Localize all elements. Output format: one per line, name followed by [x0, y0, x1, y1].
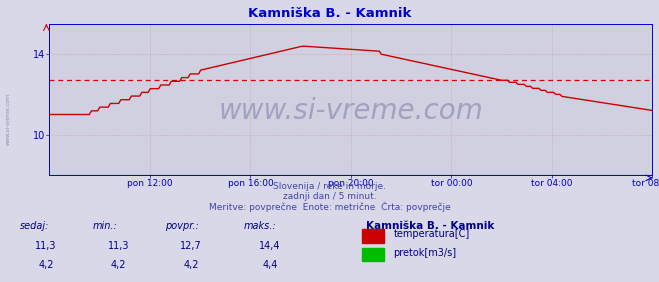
- Text: maks.:: maks.:: [244, 221, 277, 231]
- Text: www.si-vreme.com: www.si-vreme.com: [5, 92, 11, 145]
- Text: sedaj:: sedaj:: [20, 221, 49, 231]
- Text: www.si-vreme.com: www.si-vreme.com: [219, 98, 483, 125]
- Text: 11,3: 11,3: [36, 241, 57, 251]
- Text: 4,4: 4,4: [262, 260, 278, 270]
- Text: temperatura[C]: temperatura[C]: [393, 229, 470, 239]
- Text: 4,2: 4,2: [38, 260, 54, 270]
- Text: povpr.:: povpr.:: [165, 221, 198, 231]
- Text: zadnji dan / 5 minut.: zadnji dan / 5 minut.: [283, 192, 376, 201]
- Text: min.:: min.:: [92, 221, 117, 231]
- Text: 14,4: 14,4: [260, 241, 281, 251]
- Text: Kamniška B. - Kamnik: Kamniška B. - Kamnik: [366, 221, 494, 231]
- Text: 12,7: 12,7: [180, 241, 202, 251]
- Text: Meritve: povprečne  Enote: metrične  Črta: povprečje: Meritve: povprečne Enote: metrične Črta:…: [209, 202, 450, 212]
- Text: pretok[m3/s]: pretok[m3/s]: [393, 248, 457, 258]
- Text: Kamniška B. - Kamnik: Kamniška B. - Kamnik: [248, 7, 411, 20]
- Text: 11,3: 11,3: [108, 241, 129, 251]
- Text: 4,2: 4,2: [183, 260, 199, 270]
- Text: Slovenija / reke in morje.: Slovenija / reke in morje.: [273, 182, 386, 191]
- Text: 4,2: 4,2: [111, 260, 127, 270]
